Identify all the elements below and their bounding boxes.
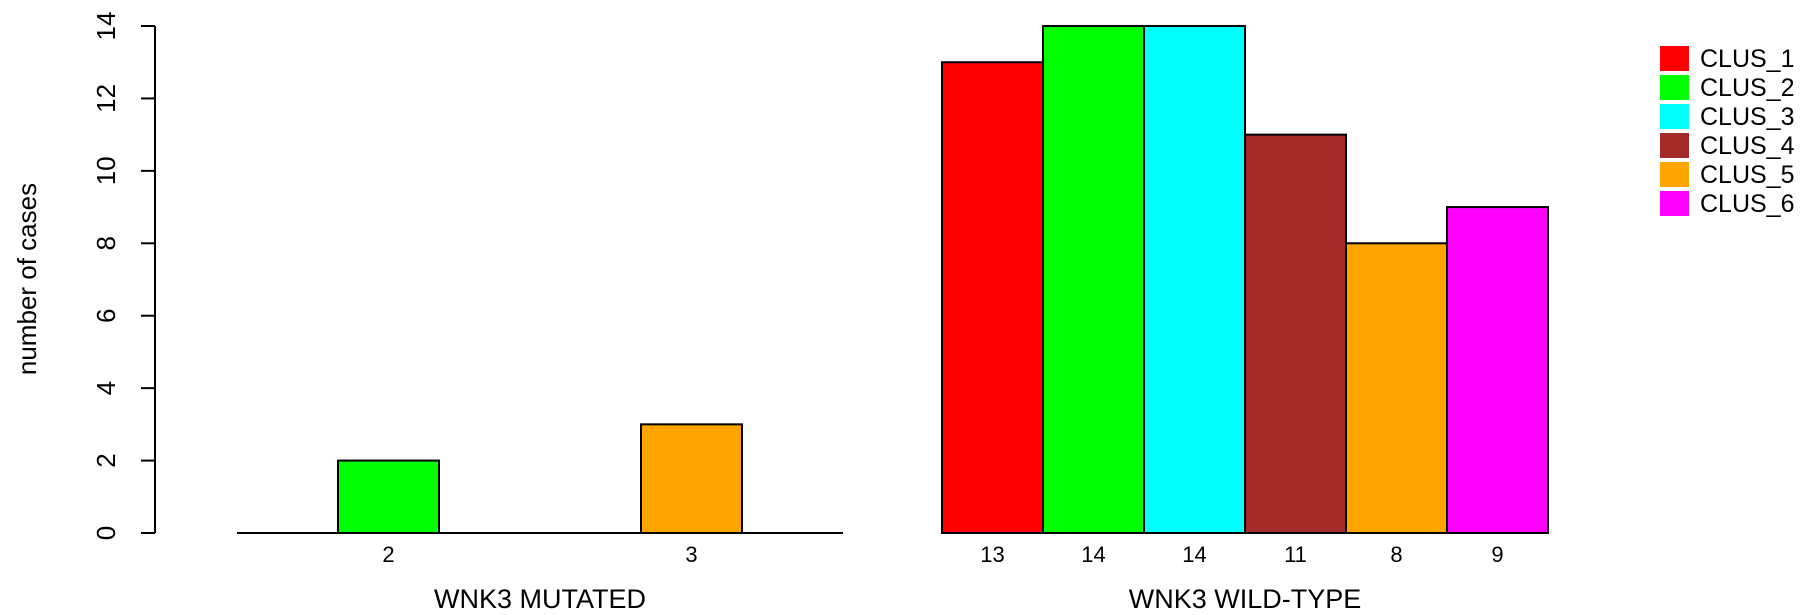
legend-item: CLUS_5 <box>1660 161 1795 189</box>
y-tick-label: 8 <box>91 236 121 250</box>
bar-group: 2 3 WNK3 MUTATED <box>237 423 843 614</box>
legend-item: CLUS_1 <box>1660 45 1795 73</box>
legend-label: CLUS_1 <box>1700 45 1795 73</box>
bar-value-label: 14 <box>1081 542 1105 567</box>
y-axis: 0 2 4 6 8 10 12 14 <box>91 12 156 540</box>
group-label: WNK3 MUTATED <box>434 584 646 614</box>
bar-value-label: 14 <box>1182 542 1206 567</box>
bar-value-label: 3 <box>685 542 697 567</box>
bar-group: 13 14 14 11 8 9 WNK3 WILD-TYPE <box>941 25 1549 614</box>
legend-label: CLUS_4 <box>1700 132 1795 160</box>
legend-swatch <box>1660 162 1689 187</box>
legend-label: CLUS_3 <box>1700 103 1795 131</box>
legend-item: CLUS_4 <box>1660 132 1795 160</box>
bar <box>941 61 1044 534</box>
bar <box>1042 25 1145 534</box>
bar <box>1143 25 1246 534</box>
legend-label: CLUS_6 <box>1700 190 1795 218</box>
legend-item: CLUS_2 <box>1660 74 1795 102</box>
bar-value-label: 8 <box>1390 542 1402 567</box>
bar <box>640 423 743 535</box>
y-axis-label: number of cases <box>12 183 42 375</box>
bar <box>337 459 440 535</box>
y-tick-label: 4 <box>91 381 121 395</box>
bar <box>1244 133 1347 534</box>
y-tick-label: 12 <box>91 84 121 113</box>
legend-label: CLUS_5 <box>1700 161 1795 189</box>
legend-label: CLUS_2 <box>1700 74 1795 102</box>
bar-groups: 2 3 WNK3 MUTATED 13 14 14 11 8 9 WNK3 WILD-TYPE <box>237 25 1549 614</box>
y-tick-label: 10 <box>91 156 121 185</box>
bar <box>1345 242 1448 535</box>
legend-swatch <box>1660 191 1689 216</box>
bar-value-label: 13 <box>980 542 1004 567</box>
y-tick-label: 14 <box>91 12 121 41</box>
y-tick-label: 6 <box>91 308 121 322</box>
legend-item: CLUS_6 <box>1660 190 1795 218</box>
bar-value-label: 2 <box>382 542 394 567</box>
bar-value-label: 9 <box>1491 542 1503 567</box>
bar <box>1446 206 1549 534</box>
legend-swatch <box>1660 75 1689 100</box>
legend-swatch <box>1660 133 1689 158</box>
bar-value-label: 11 <box>1284 542 1307 567</box>
legend-swatch <box>1660 46 1689 71</box>
y-tick-label: 2 <box>91 453 121 467</box>
group-label: WNK3 WILD-TYPE <box>1129 584 1362 614</box>
legend-item: CLUS_3 <box>1660 103 1795 131</box>
y-tick-label: 0 <box>91 526 121 540</box>
legend-swatch <box>1660 104 1689 129</box>
